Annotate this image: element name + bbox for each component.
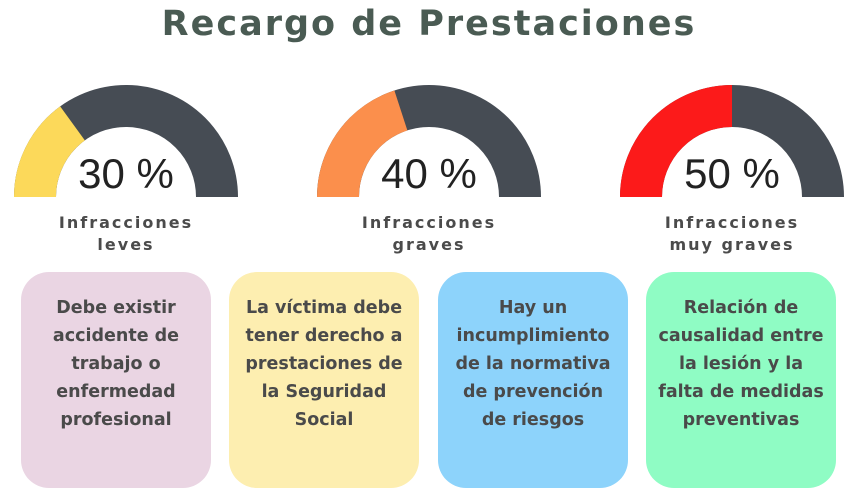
gauge-value-label: 50 % [684,150,780,197]
gauge-category-label: Infracciones graves [361,213,497,254]
gauge-fill [620,85,733,198]
page-title: Recargo de Prestaciones [161,4,697,44]
gauge-value-label: 40 % [381,150,477,197]
gauge-fill [317,90,409,198]
card-requirement-benefits: La víctima debe tener derecho a prestaci… [229,272,419,488]
card-requirement-non-compliance: Hay un incumplimiento de la normativa de… [438,272,628,488]
card-requirement-causality: Relación de causalidad entre la lesión y… [646,272,836,488]
gauge-chart-graves [317,85,541,198]
gauge-fill [14,106,86,198]
gauge-graves: 40 % Infracciones graves [317,82,549,262]
gauge-chart-muy-graves [620,85,844,198]
gauge-leves: 30 % Infracciones leves [14,82,246,262]
gauge-value-label: 30 % [78,150,174,197]
gauge-category-label: Infracciones muy graves [664,213,800,254]
card-requirement-accident: Debe existir accidente de trabajo o enfe… [21,272,211,488]
gauge-muy-graves: 50 % Infracciones muy graves [620,82,852,262]
gauge-category-label: Infracciones leves [58,213,194,254]
gauge-chart-leves [14,85,238,198]
